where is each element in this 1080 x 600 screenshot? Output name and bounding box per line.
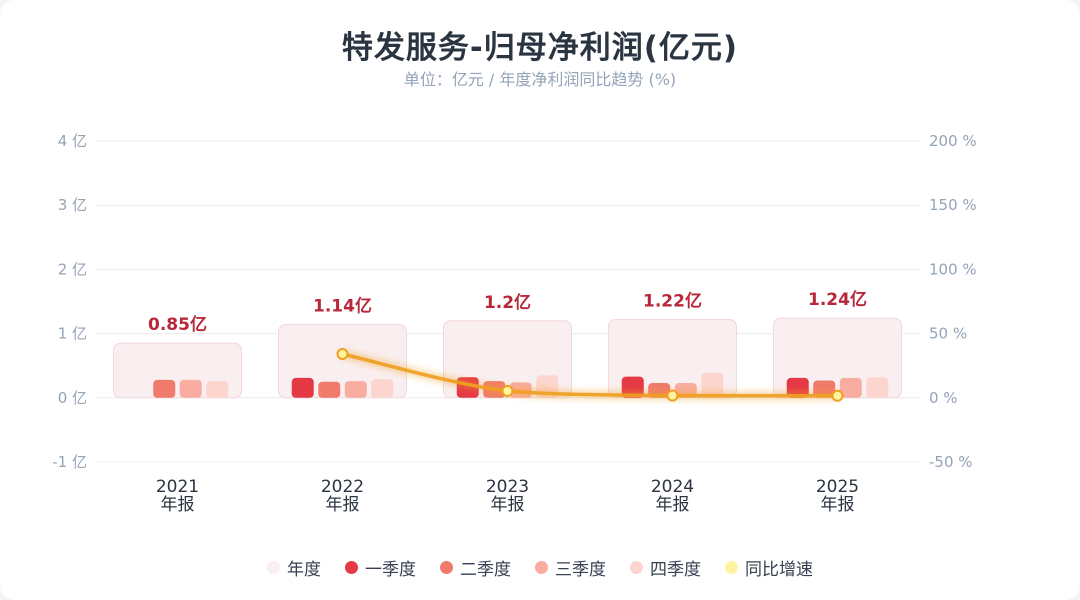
annual-value-label: 1.2亿 (484, 292, 531, 313)
x-tick-period: 年报 (656, 495, 690, 515)
quarter-bar (866, 377, 889, 398)
quarter-bar (839, 377, 862, 398)
legend-swatch (535, 561, 548, 574)
yoy-line (340, 352, 840, 398)
legend-item[interactable]: 二季度 (440, 555, 511, 580)
quarter-bar (621, 376, 644, 398)
legend-label: 三季度 (555, 560, 606, 580)
x-tick-period: 年报 (491, 495, 525, 515)
quarter-bar (318, 381, 341, 398)
y-right-tick-label: 0 % (929, 389, 958, 407)
yoy-point (666, 389, 679, 402)
quarter-bar (701, 372, 724, 398)
legend-label: 一季度 (365, 560, 416, 580)
annual-value-label: 1.24亿 (808, 289, 867, 310)
y-right-tick-label: 50 % (929, 325, 967, 343)
annual-value-label: 1.22亿 (643, 290, 702, 311)
quarter-bar (371, 379, 394, 398)
y-right-tick-label: -50 % (929, 453, 973, 471)
legend-swatch (440, 561, 453, 574)
y-right-tick-label: 100 % (929, 260, 977, 278)
y-left-tick-label: 3 亿 (58, 196, 87, 214)
x-tick-year: 2023 (486, 477, 529, 497)
x-tick-year: 2025 (816, 477, 859, 497)
quarter-bar (813, 380, 836, 398)
quarter-bar (786, 377, 809, 398)
y-left-tick-label: 2 亿 (58, 260, 87, 278)
y-left-tick-label: -1 亿 (52, 453, 87, 471)
yoy-point (501, 384, 514, 397)
x-tick-year: 2022 (321, 477, 364, 497)
chart-title: 特发服务-归母净利润(亿元) (341, 30, 739, 66)
legend-item[interactable]: 一季度 (345, 555, 416, 580)
quarter-bar (291, 377, 314, 398)
x-tick-period: 年报 (821, 495, 855, 515)
legend-swatch (345, 561, 358, 574)
legend-item[interactable]: 同比增速 (725, 555, 813, 580)
x-tick-period: 年报 (161, 495, 195, 515)
chart-subtitle: 单位：亿元 / 年度净利润同比趋势 (%) (403, 70, 677, 89)
x-tick-year: 2021 (156, 477, 199, 497)
legend-label: 年度 (287, 560, 321, 580)
annual-value-label: 0.85亿 (148, 314, 207, 335)
x-tick-year: 2024 (651, 477, 694, 497)
legend-label: 二季度 (460, 560, 511, 580)
quarter-bar (344, 381, 367, 398)
annual-value-label: 1.14亿 (313, 296, 372, 317)
y-right-tick-label: 150 % (929, 196, 977, 214)
y-right-tick-label: 200 % (929, 132, 977, 150)
quarter-bar (206, 381, 229, 398)
legend-swatch (630, 561, 643, 574)
yoy-point (831, 389, 844, 402)
legend-swatch (267, 561, 280, 574)
quarter-bar (456, 377, 479, 398)
legend-label: 同比增速 (745, 560, 813, 580)
legend-label: 四季度 (650, 560, 701, 580)
y-left-tick-label: 4 亿 (58, 132, 87, 150)
yoy-point (336, 348, 349, 361)
legend-item[interactable]: 年度 (267, 555, 321, 580)
y-left-tick-label: 1 亿 (58, 325, 87, 343)
legend-item[interactable]: 四季度 (630, 555, 701, 580)
legend-item[interactable]: 三季度 (535, 555, 606, 580)
legend-swatch (725, 561, 738, 574)
quarter-bar (153, 379, 176, 398)
quarter-bar (179, 379, 202, 398)
y-left-tick-label: 0 亿 (58, 389, 87, 407)
x-tick-period: 年报 (326, 495, 360, 515)
chart-legend: 年度 一季度 二季度 三季度 四季度 同比增速 (0, 555, 1080, 580)
